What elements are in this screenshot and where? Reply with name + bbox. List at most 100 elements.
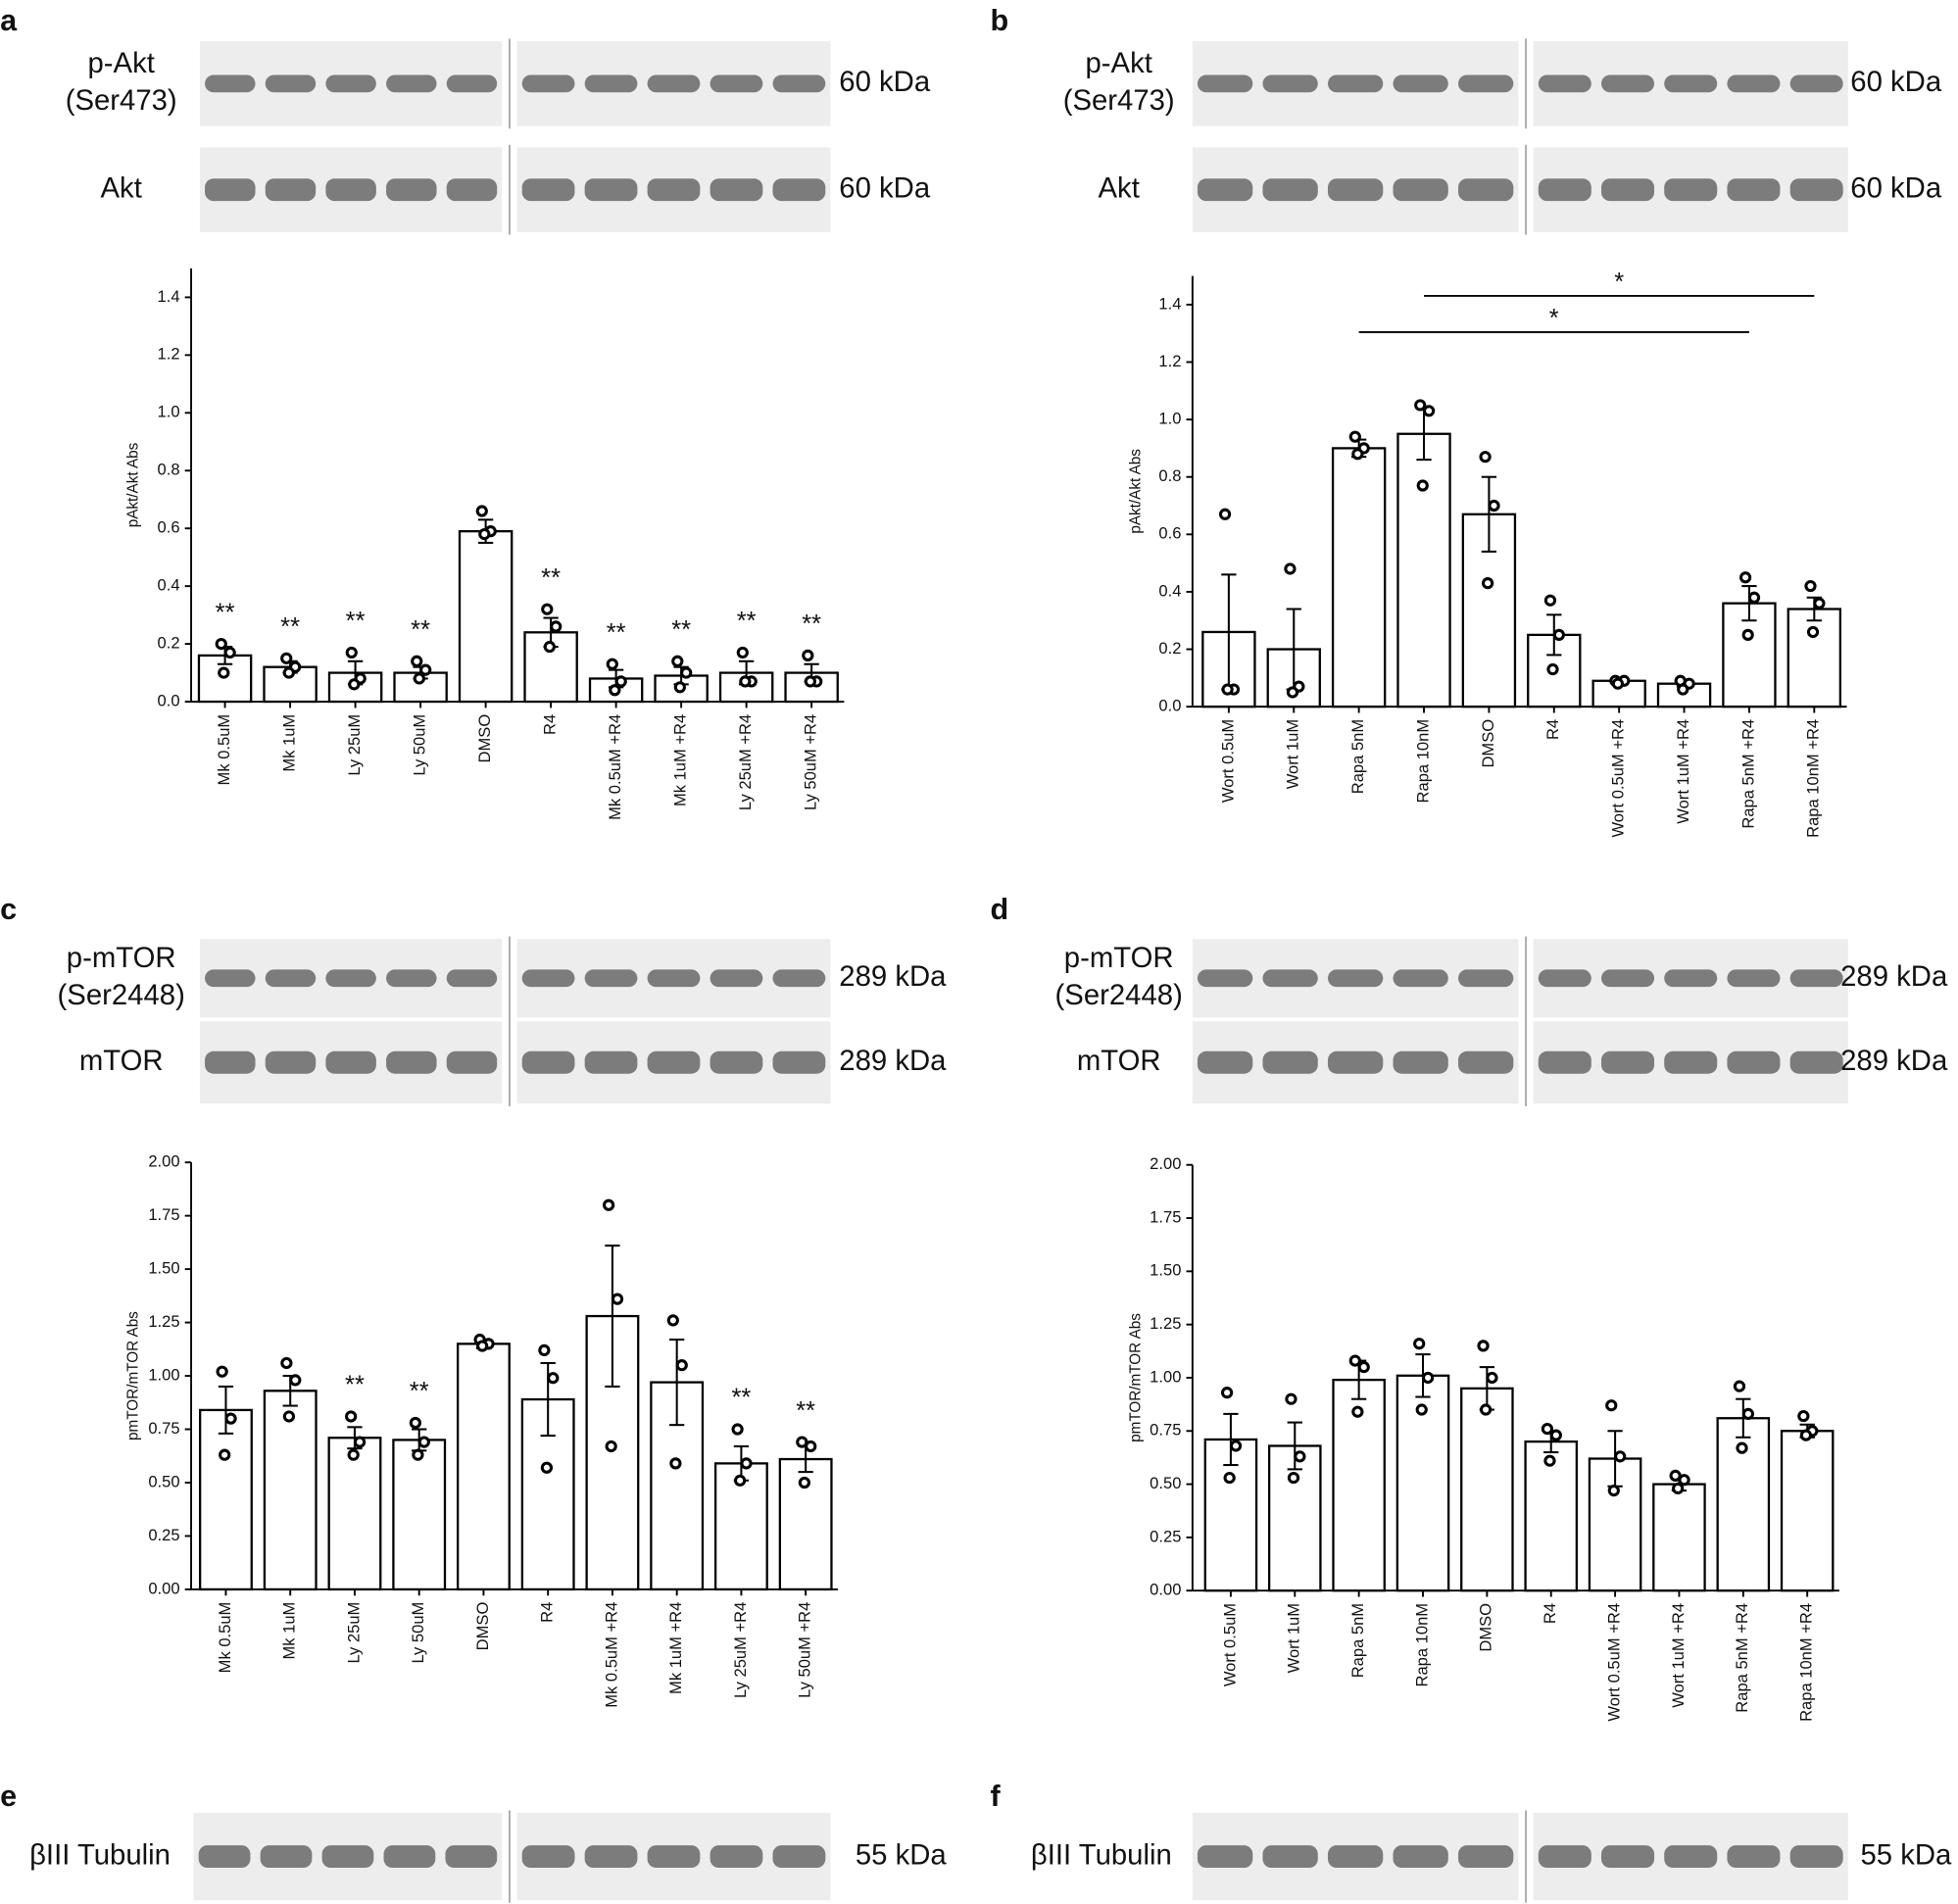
blot-band xyxy=(1727,74,1781,93)
data-point xyxy=(805,1440,817,1453)
y-tick-label: 1.25 xyxy=(1150,1314,1181,1333)
blot-band xyxy=(1664,1845,1718,1869)
blot-size: 289 kDa xyxy=(839,960,947,993)
blot-band xyxy=(386,178,437,202)
x-tick-label: Mk 0.5uM +R4 xyxy=(606,714,624,820)
x-tick-label: Rapa 5nM xyxy=(1348,719,1367,794)
x-tick-label: Rapa 10nM xyxy=(1413,719,1432,804)
blot-band xyxy=(445,1845,498,1869)
data-point xyxy=(550,620,563,633)
data-point xyxy=(611,1293,624,1305)
blot-size: 60 kDa xyxy=(1850,171,1942,204)
significance-label: ** xyxy=(671,616,691,644)
error-bar xyxy=(669,1338,685,1427)
data-point xyxy=(216,1365,228,1378)
blot-band xyxy=(321,1845,374,1869)
x-tick-label: R4 xyxy=(1543,719,1562,740)
blot-size: 289 kDa xyxy=(1840,960,1948,993)
x-tick-label: Ly 50uM xyxy=(410,714,428,776)
bar xyxy=(263,1390,318,1591)
blot-size: 289 kDa xyxy=(839,1045,947,1077)
blot-band xyxy=(446,74,498,93)
significance-label: * xyxy=(1549,305,1559,332)
blot-band xyxy=(521,1050,575,1074)
y-tick-label: 1.50 xyxy=(1150,1261,1181,1280)
blot-band xyxy=(772,1845,826,1869)
data-point xyxy=(1479,451,1492,464)
y-axis-label: pAkt/Akt Abs xyxy=(1128,449,1145,534)
blot-band xyxy=(205,74,256,93)
panel-letter: b xyxy=(990,4,1008,37)
blot-band xyxy=(1393,1050,1448,1074)
blot-band xyxy=(710,1845,763,1869)
significance-label: ** xyxy=(346,608,366,635)
y-tick-label: 2.00 xyxy=(148,1152,179,1171)
data-point xyxy=(675,1359,688,1372)
error-bar xyxy=(1736,1397,1751,1439)
blot-band xyxy=(1393,969,1448,988)
blot-band xyxy=(325,1050,376,1074)
data-point xyxy=(669,1457,682,1470)
significance-label: ** xyxy=(345,1372,365,1399)
blot-band xyxy=(1727,1050,1781,1074)
data-point xyxy=(1677,683,1689,696)
blot-band xyxy=(1601,178,1655,202)
blot-label: Akt xyxy=(101,171,142,204)
blot-band xyxy=(772,969,826,988)
panel-letter: d xyxy=(990,893,1008,926)
y-tick-label: 0.00 xyxy=(1150,1581,1181,1599)
blot-band xyxy=(1327,178,1384,202)
blot-band xyxy=(325,969,376,988)
data-point xyxy=(476,1340,489,1352)
panel-letter: e xyxy=(0,1780,17,1813)
blot-band xyxy=(1197,1845,1253,1869)
blot-band xyxy=(1601,1050,1655,1074)
data-point xyxy=(224,1412,237,1425)
blot-band xyxy=(1262,178,1318,202)
x-tick-label: Rapa 5nM +R4 xyxy=(1733,1603,1751,1713)
blot-label: mTOR xyxy=(1077,1045,1161,1077)
x-tick-label: Wort 1uM xyxy=(1284,719,1302,789)
blot-band xyxy=(521,178,575,202)
significance-label: ** xyxy=(802,610,821,638)
data-point xyxy=(1678,1474,1690,1487)
data-point xyxy=(602,1198,615,1211)
blot-band xyxy=(1457,969,1514,988)
data-point xyxy=(1488,499,1500,513)
data-point xyxy=(1813,597,1826,610)
blot-band xyxy=(1457,1845,1514,1869)
data-point xyxy=(1741,628,1754,641)
significance-label: ** xyxy=(280,613,300,641)
y-tick-label: 0.2 xyxy=(158,633,180,652)
x-tick-label: Rapa 5nM xyxy=(1348,1603,1367,1678)
blot-label: p-mTOR xyxy=(67,942,176,974)
blot-band xyxy=(584,1050,638,1074)
data-point xyxy=(538,1343,551,1357)
x-tick-label: Wort 1uM +R4 xyxy=(1674,719,1692,824)
panel-letter: f xyxy=(990,1780,1001,1813)
blot-label: βIII Tubulin xyxy=(29,1838,171,1871)
data-point xyxy=(219,1448,231,1461)
bar xyxy=(1780,1430,1835,1592)
bar xyxy=(1331,447,1387,708)
x-tick-label: DMSO xyxy=(1479,719,1497,768)
blot-band xyxy=(1789,74,1843,93)
bar xyxy=(456,1343,511,1591)
blot-label: (Ser473) xyxy=(1063,84,1175,117)
data-point xyxy=(215,637,227,651)
x-tick-label: Ly 50uM xyxy=(409,1602,427,1664)
y-axis-label: pmTOR/mTOR Abs xyxy=(124,1311,141,1440)
data-point xyxy=(1348,430,1361,443)
blot-size: 55 kDa xyxy=(1861,1838,1953,1871)
blot-band xyxy=(1664,178,1718,202)
data-point xyxy=(345,646,358,659)
y-tick-label: 0.0 xyxy=(1158,697,1181,715)
blot-band xyxy=(383,1845,436,1869)
blot-size: 60 kDa xyxy=(839,66,931,98)
error-bar xyxy=(1741,585,1757,622)
data-point xyxy=(1806,625,1820,639)
blot-size: 60 kDa xyxy=(1850,66,1942,98)
blot-band xyxy=(265,178,317,202)
x-tick-label: Rapa 10nM +R4 xyxy=(1804,719,1823,838)
significance-label: ** xyxy=(796,1397,815,1425)
